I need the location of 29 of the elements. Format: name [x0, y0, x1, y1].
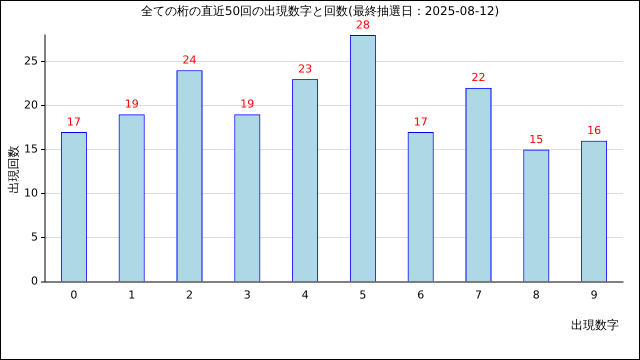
x-tick-label: 5 [359, 288, 366, 302]
x-tick-label: 1 [128, 288, 136, 302]
data-label: 22 [472, 71, 486, 84]
y-tick-label: 5 [30, 230, 38, 244]
x-axis-title: 出現数字 [571, 317, 619, 334]
data-label: 16 [587, 124, 602, 138]
x-tick-label: 9 [590, 288, 598, 302]
x-tick-label: 6 [417, 288, 424, 302]
data-label: 17 [66, 115, 81, 128]
y-tick-label: 0 [30, 274, 38, 288]
data-label: 15 [529, 132, 544, 146]
x-tick-label: 7 [475, 288, 482, 302]
chart-title: 全ての桁の直近50回の出現数字と回数(最終抽選日：2025-08-12) [140, 3, 500, 20]
data-label: 19 [124, 98, 139, 111]
data-label: 19 [240, 98, 254, 111]
x-tick-label: 0 [70, 288, 78, 302]
data-label: 28 [356, 18, 370, 32]
x-tick-label: 3 [244, 288, 251, 302]
data-label: 24 [182, 54, 196, 67]
x-tick-label: 4 [302, 288, 309, 302]
y-tick-label: 15 [24, 142, 38, 156]
y-axis-title: 出現回数 [6, 144, 22, 196]
data-label: 17 [414, 115, 428, 128]
data-label: 23 [298, 62, 312, 76]
x-tick-label: 2 [186, 288, 193, 302]
y-tick-label: 20 [24, 98, 38, 112]
y-tick-label: 10 [24, 186, 38, 200]
x-tick-label: 8 [532, 288, 540, 302]
y-tick-label: 25 [24, 54, 38, 68]
